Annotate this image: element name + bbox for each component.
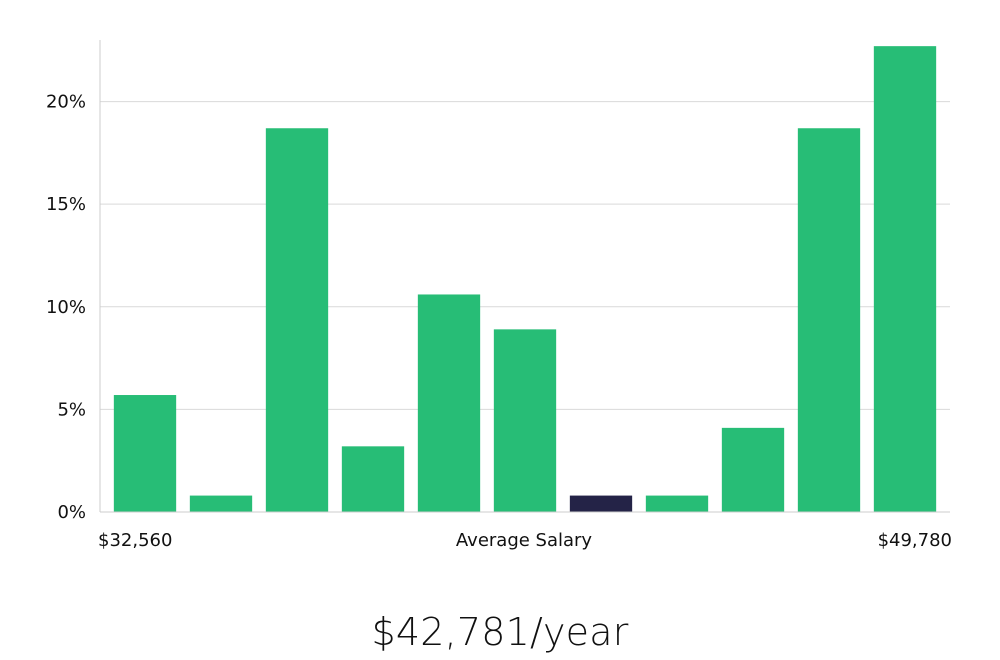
bar	[873, 46, 937, 512]
y-tick-label: 15%	[46, 194, 86, 215]
average-salary-summary: $42,781/year	[371, 610, 629, 654]
bars	[113, 46, 937, 513]
bar	[265, 128, 329, 513]
y-tick-label: 0%	[57, 502, 86, 523]
bar-highlighted	[569, 495, 633, 512]
salary-distribution-chart: 0% 5% 10% 15% 20% $32,560 Average Salary $49…	[46, 40, 952, 551]
bar	[645, 495, 709, 512]
bar	[189, 495, 253, 512]
y-tick-label: 5%	[57, 399, 86, 420]
y-tick-labels: 0% 5% 10% 15% 20%	[46, 92, 86, 523]
bar	[797, 128, 861, 513]
x-min-label: $32,560	[98, 530, 172, 551]
bar	[113, 395, 177, 512]
bar	[341, 446, 405, 512]
x-max-label: $49,780	[878, 530, 952, 551]
bar	[721, 427, 785, 512]
y-tick-label: 10%	[46, 297, 86, 318]
bar	[417, 294, 481, 512]
y-tick-label: 20%	[46, 92, 86, 113]
x-axis-label: Average Salary	[456, 530, 593, 551]
bar	[493, 329, 557, 512]
